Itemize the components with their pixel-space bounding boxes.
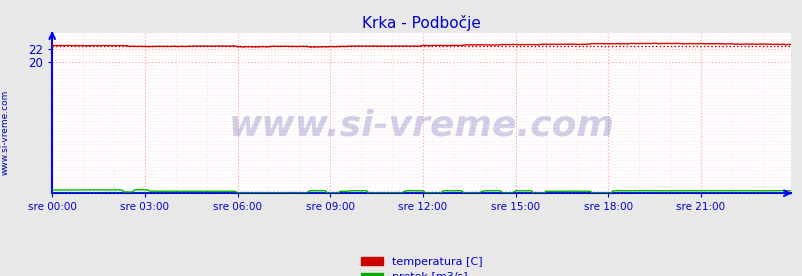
Legend: temperatura [C], pretok [m3/s]: temperatura [C], pretok [m3/s] — [356, 253, 486, 276]
Text: www.si-vreme.com: www.si-vreme.com — [0, 90, 10, 175]
Text: www.si-vreme.com: www.si-vreme.com — [229, 109, 614, 143]
Title: Krka - Podbočje: Krka - Podbočje — [362, 15, 480, 31]
